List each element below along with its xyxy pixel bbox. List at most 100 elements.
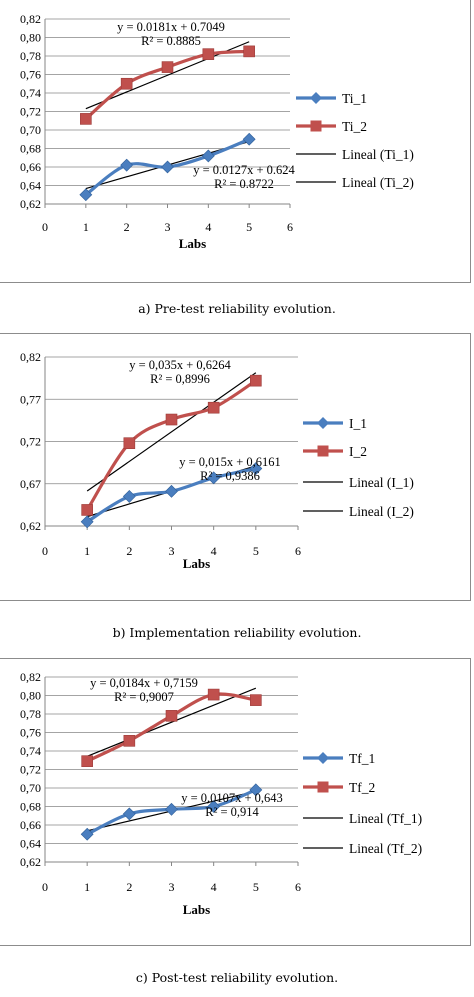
y-tick-label: 0,64 <box>20 837 41 851</box>
trendline-equation: y = 0,015x + 0,6161 <box>179 455 281 469</box>
legend-marker <box>317 752 329 764</box>
data-point-Tf_2 <box>123 735 136 747</box>
legend-label: Lineal (Ti_2) <box>342 175 414 190</box>
chart-panel-pretest: 0,62 0,64 0,66 0,68 0,70 0,72 0,74 0,76 0,78 0,80… <box>0 0 474 330</box>
y-tick-label: 0,72 <box>20 763 41 777</box>
x-tick-label: 5 <box>253 544 259 558</box>
chart-frame-implementation <box>0 333 471 601</box>
x-tick-label: 1 <box>84 544 90 558</box>
caption-implementation: b) Implementation reliability evolution. <box>112 625 362 640</box>
data-point-Ti_1 <box>79 188 93 202</box>
data-point-Tf_1 <box>80 827 94 841</box>
x-tick-label: 3 <box>169 880 175 894</box>
data-point-Ti_2 <box>161 61 174 73</box>
data-point-Ti_2 <box>120 77 133 90</box>
y-tick-label: 0,78 <box>20 49 41 63</box>
x-tick-label: 0 <box>42 220 48 234</box>
y-tick-label: 0,68 <box>20 800 41 814</box>
x-tick-label: 2 <box>126 880 132 894</box>
x-tick-label: 0 <box>42 880 48 894</box>
trendline-equation: y = 0.0127x + 0.624 <box>193 163 295 177</box>
caption-posttest: c) Post-test reliability evolution. <box>135 970 339 985</box>
data-point-Tf_1 <box>122 807 136 821</box>
chart-frame-posttest <box>0 658 471 946</box>
data-point-Ti_1 <box>120 158 134 172</box>
legend-marker <box>310 92 322 104</box>
y-tick-label: 0,76 <box>20 68 41 82</box>
data-point-Tf_2 <box>81 755 93 767</box>
y-tick-label: 0,62 <box>20 197 41 211</box>
data-point-Ti_2 <box>80 113 92 125</box>
data-point-Tf_1 <box>165 802 178 816</box>
data-point-I_1 <box>207 471 221 485</box>
y-tick-label: 0,66 <box>20 818 41 832</box>
chart-panel-implementation: 0,62 0,67 0,72 0,77 0,82 0 1 2 3 4 5 6 Labs y = 0,015… <box>0 333 474 653</box>
chart-posttest: 0,62 0,64 0,66 0,68 0,70 0,72 0,74 0,76 0,78 0,80… <box>20 670 422 917</box>
chart-panel-posttest: 0,62 0,64 0,66 0,68 0,70 0,72 0,74 0,76 0,78 0,80… <box>0 658 474 997</box>
y-tick-label: 0,67 <box>20 477 41 491</box>
trendline-equation: y = 0,0184x + 0,7159 <box>90 676 198 690</box>
x-tick-label: 5 <box>246 220 252 234</box>
legend-label: Tf_2 <box>349 780 375 795</box>
data-point-Tf_2 <box>250 694 262 706</box>
y-tick-label: 0,70 <box>20 123 41 137</box>
trendline-r2: R² = 0,9386 <box>200 469 260 483</box>
legend-label: Lineal (Tf_1) <box>349 811 422 826</box>
y-tick-label: 0,64 <box>20 179 41 193</box>
legend-label: Lineal (Tf_2) <box>349 841 422 856</box>
data-point-Tf_1 <box>207 800 221 813</box>
legend-label: Lineal (Ti_1) <box>342 147 414 162</box>
y-tick-label: 0,82 <box>20 12 41 26</box>
trendline-equation: y = 0.0181x + 0.7049 <box>117 20 225 34</box>
legend-marker <box>317 445 329 457</box>
trendline-r2: R² = 0,8996 <box>150 372 210 386</box>
y-tick-label: 0,66 <box>20 160 41 174</box>
x-tick-label: 6 <box>287 220 293 234</box>
x-tick-label: 0 <box>42 544 48 558</box>
chart-implementation: 0,62 0,67 0,72 0,77 0,82 0 1 2 3 4 5 6 Labs y = 0,015… <box>20 350 414 571</box>
data-point-I_1 <box>249 462 263 475</box>
y-tick-label: 0,80 <box>20 31 41 45</box>
chart-pretest: 0,62 0,64 0,66 0,68 0,70 0,72 0,74 0,76 0,78 0,80… <box>20 12 414 251</box>
data-point-Ti_2 <box>243 45 255 58</box>
legend-marker <box>317 781 329 793</box>
data-point-Ti_2 <box>202 48 215 60</box>
data-point-Tf_2 <box>207 688 220 701</box>
y-tick-label: 0,78 <box>20 707 41 721</box>
data-point-Ti_1 <box>242 132 256 146</box>
y-tick-label: 0,74 <box>20 744 41 758</box>
x-tick-label: 2 <box>124 220 130 234</box>
trendline-r2: R² = 0,9007 <box>114 690 174 704</box>
y-tick-label: 0,62 <box>20 519 41 533</box>
x-tick-label: 6 <box>295 880 301 894</box>
y-tick-label: 0,70 <box>20 781 41 795</box>
trendline-equation: y = 0,0107x + 0,643 <box>181 791 283 805</box>
legend-label: Lineal (I_2) <box>349 504 414 519</box>
y-tick-label: 0,62 <box>20 855 41 869</box>
data-point-I_1 <box>165 484 178 498</box>
x-tick-label: 3 <box>169 544 175 558</box>
x-tick-label: 1 <box>84 880 90 894</box>
y-tick-label: 0,80 <box>20 689 41 703</box>
x-axis-title: Labs <box>179 236 206 251</box>
y-tick-label: 0,82 <box>20 350 41 364</box>
y-tick-label: 0,76 <box>20 726 41 740</box>
x-axis-title: Labs <box>183 556 210 571</box>
data-point-I_2 <box>250 374 262 387</box>
data-point-Tf_1 <box>249 783 263 797</box>
trendline-equation: y = 0,035x + 0,6264 <box>129 358 231 372</box>
y-tick-label: 0,72 <box>20 105 41 119</box>
y-tick-label: 0,74 <box>20 86 41 100</box>
trendline-r2: R² = 0,914 <box>205 805 259 819</box>
data-point-I_1 <box>80 515 94 529</box>
data-point-I_2 <box>165 413 178 426</box>
x-tick-label: 1 <box>83 220 89 234</box>
data-point-Tf_2 <box>165 710 178 722</box>
legend-label: Lineal (I_1) <box>349 475 414 490</box>
data-point-I_2 <box>207 401 220 414</box>
legend-label: I_1 <box>349 416 367 431</box>
y-tick-label: 0,68 <box>20 142 41 156</box>
legend-label: Ti_2 <box>342 119 367 134</box>
caption-pretest: a) Pre-test reliability evolution. <box>138 301 336 316</box>
y-tick-label: 0,72 <box>20 435 41 449</box>
